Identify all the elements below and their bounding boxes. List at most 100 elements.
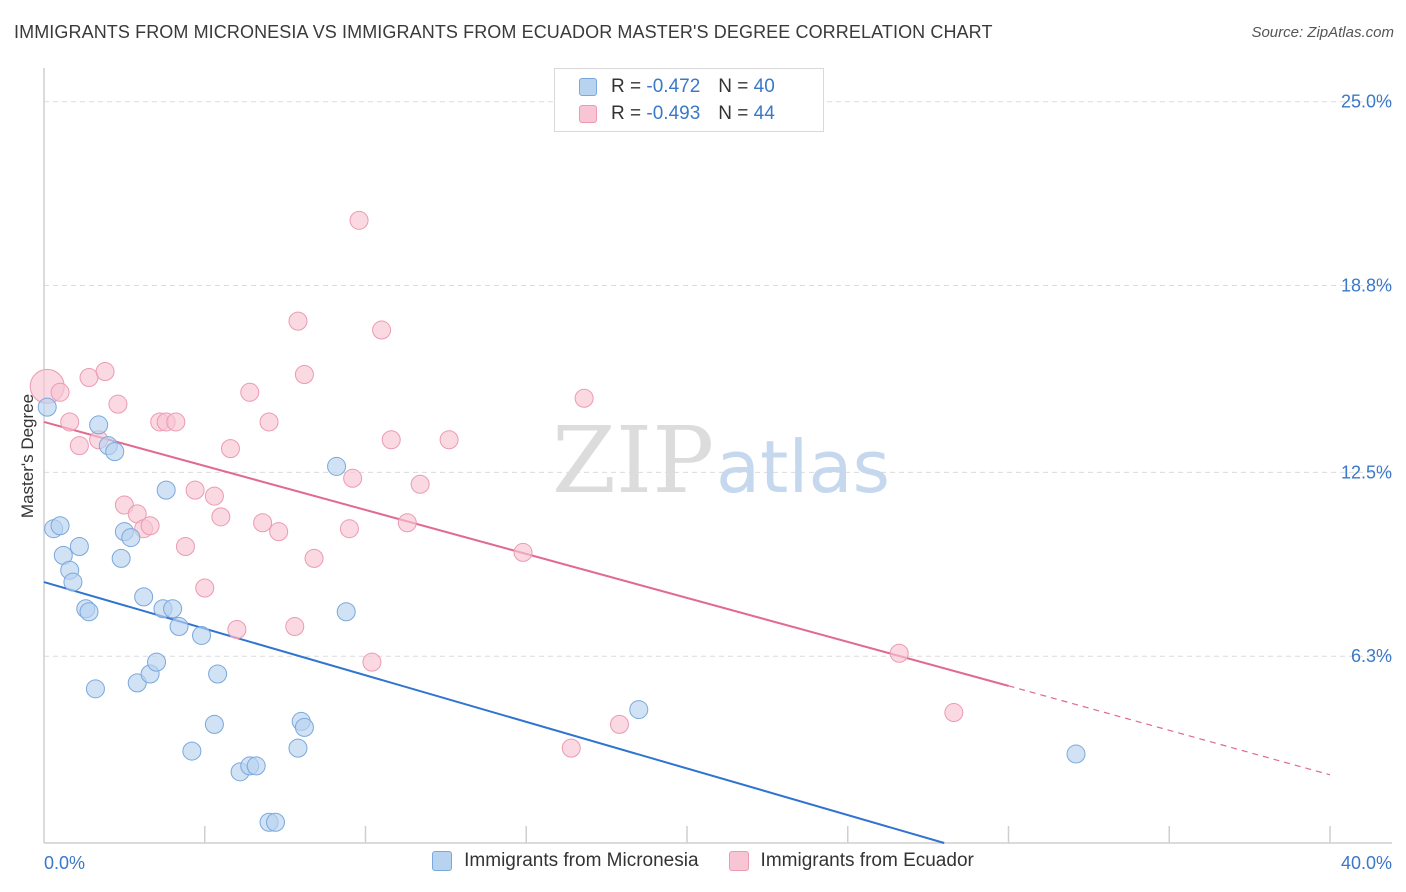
ecuador-point (220, 439, 240, 459)
ecuador-point (285, 617, 305, 637)
micronesia-point (288, 738, 308, 758)
ecuador-point (889, 643, 909, 663)
ecuador-point (175, 536, 195, 556)
ecuador-point (944, 703, 964, 723)
micronesia-trend-line (43, 581, 945, 844)
ecuador-point (349, 210, 369, 230)
micronesia-point (192, 625, 212, 645)
ecuador-point (259, 412, 279, 432)
ecuador-point (439, 430, 459, 450)
ecuador-point (185, 480, 205, 500)
legend-swatch-pink (579, 105, 597, 123)
legend-n-value: 44 (753, 103, 775, 124)
source-credit: Source: ZipAtlas.com (1251, 24, 1394, 41)
ecuador-point (294, 365, 314, 385)
micronesia-point (147, 652, 167, 672)
micronesia-point (265, 812, 285, 832)
legend-swatch-micronesia (432, 851, 453, 871)
legend-item-ecuador[interactable]: Immigrants from Ecuador (728, 850, 974, 872)
legend-row-micronesia: R = -0.472 N = 40 (579, 75, 775, 99)
ecuador-point (211, 507, 231, 527)
watermark: ZIP atlas (552, 407, 890, 514)
ecuador-trend-extension (1008, 685, 1331, 776)
micronesia-point (111, 548, 131, 568)
ecuador-point (240, 382, 260, 402)
ecuador-point (269, 522, 289, 542)
legend-r-label: R = (611, 103, 642, 124)
ecuador-point (410, 474, 430, 494)
legend-r-value: -0.472 (646, 76, 701, 97)
axes (43, 68, 1392, 844)
micronesia-point (63, 572, 83, 592)
legend-row-ecuador: R = -0.493 N = 44 (579, 102, 775, 126)
micronesia-point (246, 756, 266, 776)
ecuador-point (227, 620, 247, 640)
x-ticks (204, 826, 1331, 843)
ecuador-point (609, 714, 629, 734)
gridlines (44, 101, 1392, 657)
ecuador-point (397, 513, 417, 533)
y-tick-label: 6.3% (1351, 646, 1392, 666)
ecuador-point (95, 362, 115, 382)
ecuador-point (561, 738, 581, 758)
micronesia-point (294, 717, 314, 737)
correlation-legend: R = -0.472 N = 40 R = -0.493 N = 44 (554, 68, 824, 132)
micronesia-point (182, 741, 202, 761)
ecuador-point (288, 311, 308, 331)
x-tick-label-min: 0.0% (44, 853, 85, 873)
legend-label-ecuador: Immigrants from Ecuador (760, 850, 974, 871)
micronesia-point (204, 714, 224, 734)
micronesia-point (50, 516, 70, 536)
ecuador-point (574, 388, 594, 408)
ecuador-point (79, 367, 99, 387)
ecuador-point (253, 513, 273, 533)
ecuador-point (343, 468, 363, 488)
micronesia-point (327, 456, 347, 476)
micronesia-point (156, 480, 176, 500)
micronesia-point (1066, 744, 1086, 764)
micronesia-point (105, 442, 125, 462)
y-tick-label: 25.0% (1341, 92, 1392, 112)
watermark-atlas: atlas (716, 425, 890, 509)
y-tick-label: 18.8% (1341, 276, 1392, 296)
chart-title: IMMIGRANTS FROM MICRONESIA VS IMMIGRANTS… (14, 22, 993, 42)
legend-r-value: -0.493 (646, 103, 701, 124)
series-legend: Immigrants from Micronesia Immigrants fr… (0, 850, 1406, 872)
ecuador-point (204, 486, 224, 506)
y-tick-labels: 6.3% 12.5% 18.8% 25.0% (1341, 92, 1392, 666)
micronesia-point (37, 397, 57, 417)
legend-r-label: R = (611, 76, 642, 97)
micronesia-point (89, 415, 109, 435)
legend-swatch-ecuador (728, 851, 749, 871)
micronesia-point (69, 536, 89, 556)
micronesia-points (37, 397, 1086, 832)
micronesia-point (134, 587, 154, 607)
ecuador-point (339, 519, 359, 539)
micronesia-point (85, 679, 105, 699)
micronesia-point (336, 602, 356, 622)
ecuador-point (166, 412, 186, 432)
legend-n-label: N = (718, 103, 749, 124)
micronesia-point (208, 664, 228, 684)
ecuador-point (304, 548, 324, 568)
y-axis-title: Master's Degree (18, 394, 37, 518)
x-tick-label-max: 40.0% (1341, 853, 1392, 873)
micronesia-point (629, 700, 649, 720)
legend-n-label: N = (718, 76, 749, 97)
ecuador-point (50, 382, 70, 402)
legend-n-value: 40 (753, 76, 775, 97)
ecuador-point (140, 516, 160, 536)
ecuador-point (195, 578, 215, 598)
ecuador-point (513, 542, 533, 562)
ecuador-point (60, 412, 80, 432)
legend-swatch-blue (579, 78, 597, 96)
ecuador-point (69, 436, 89, 456)
ecuador-point (381, 430, 401, 450)
ecuador-point (362, 652, 382, 672)
watermark-zip: ZIP (552, 407, 714, 514)
micronesia-point (79, 602, 99, 622)
y-tick-label: 12.5% (1341, 462, 1392, 482)
ecuador-points (29, 210, 964, 758)
legend-item-micronesia[interactable]: Immigrants from Micronesia (432, 850, 699, 872)
